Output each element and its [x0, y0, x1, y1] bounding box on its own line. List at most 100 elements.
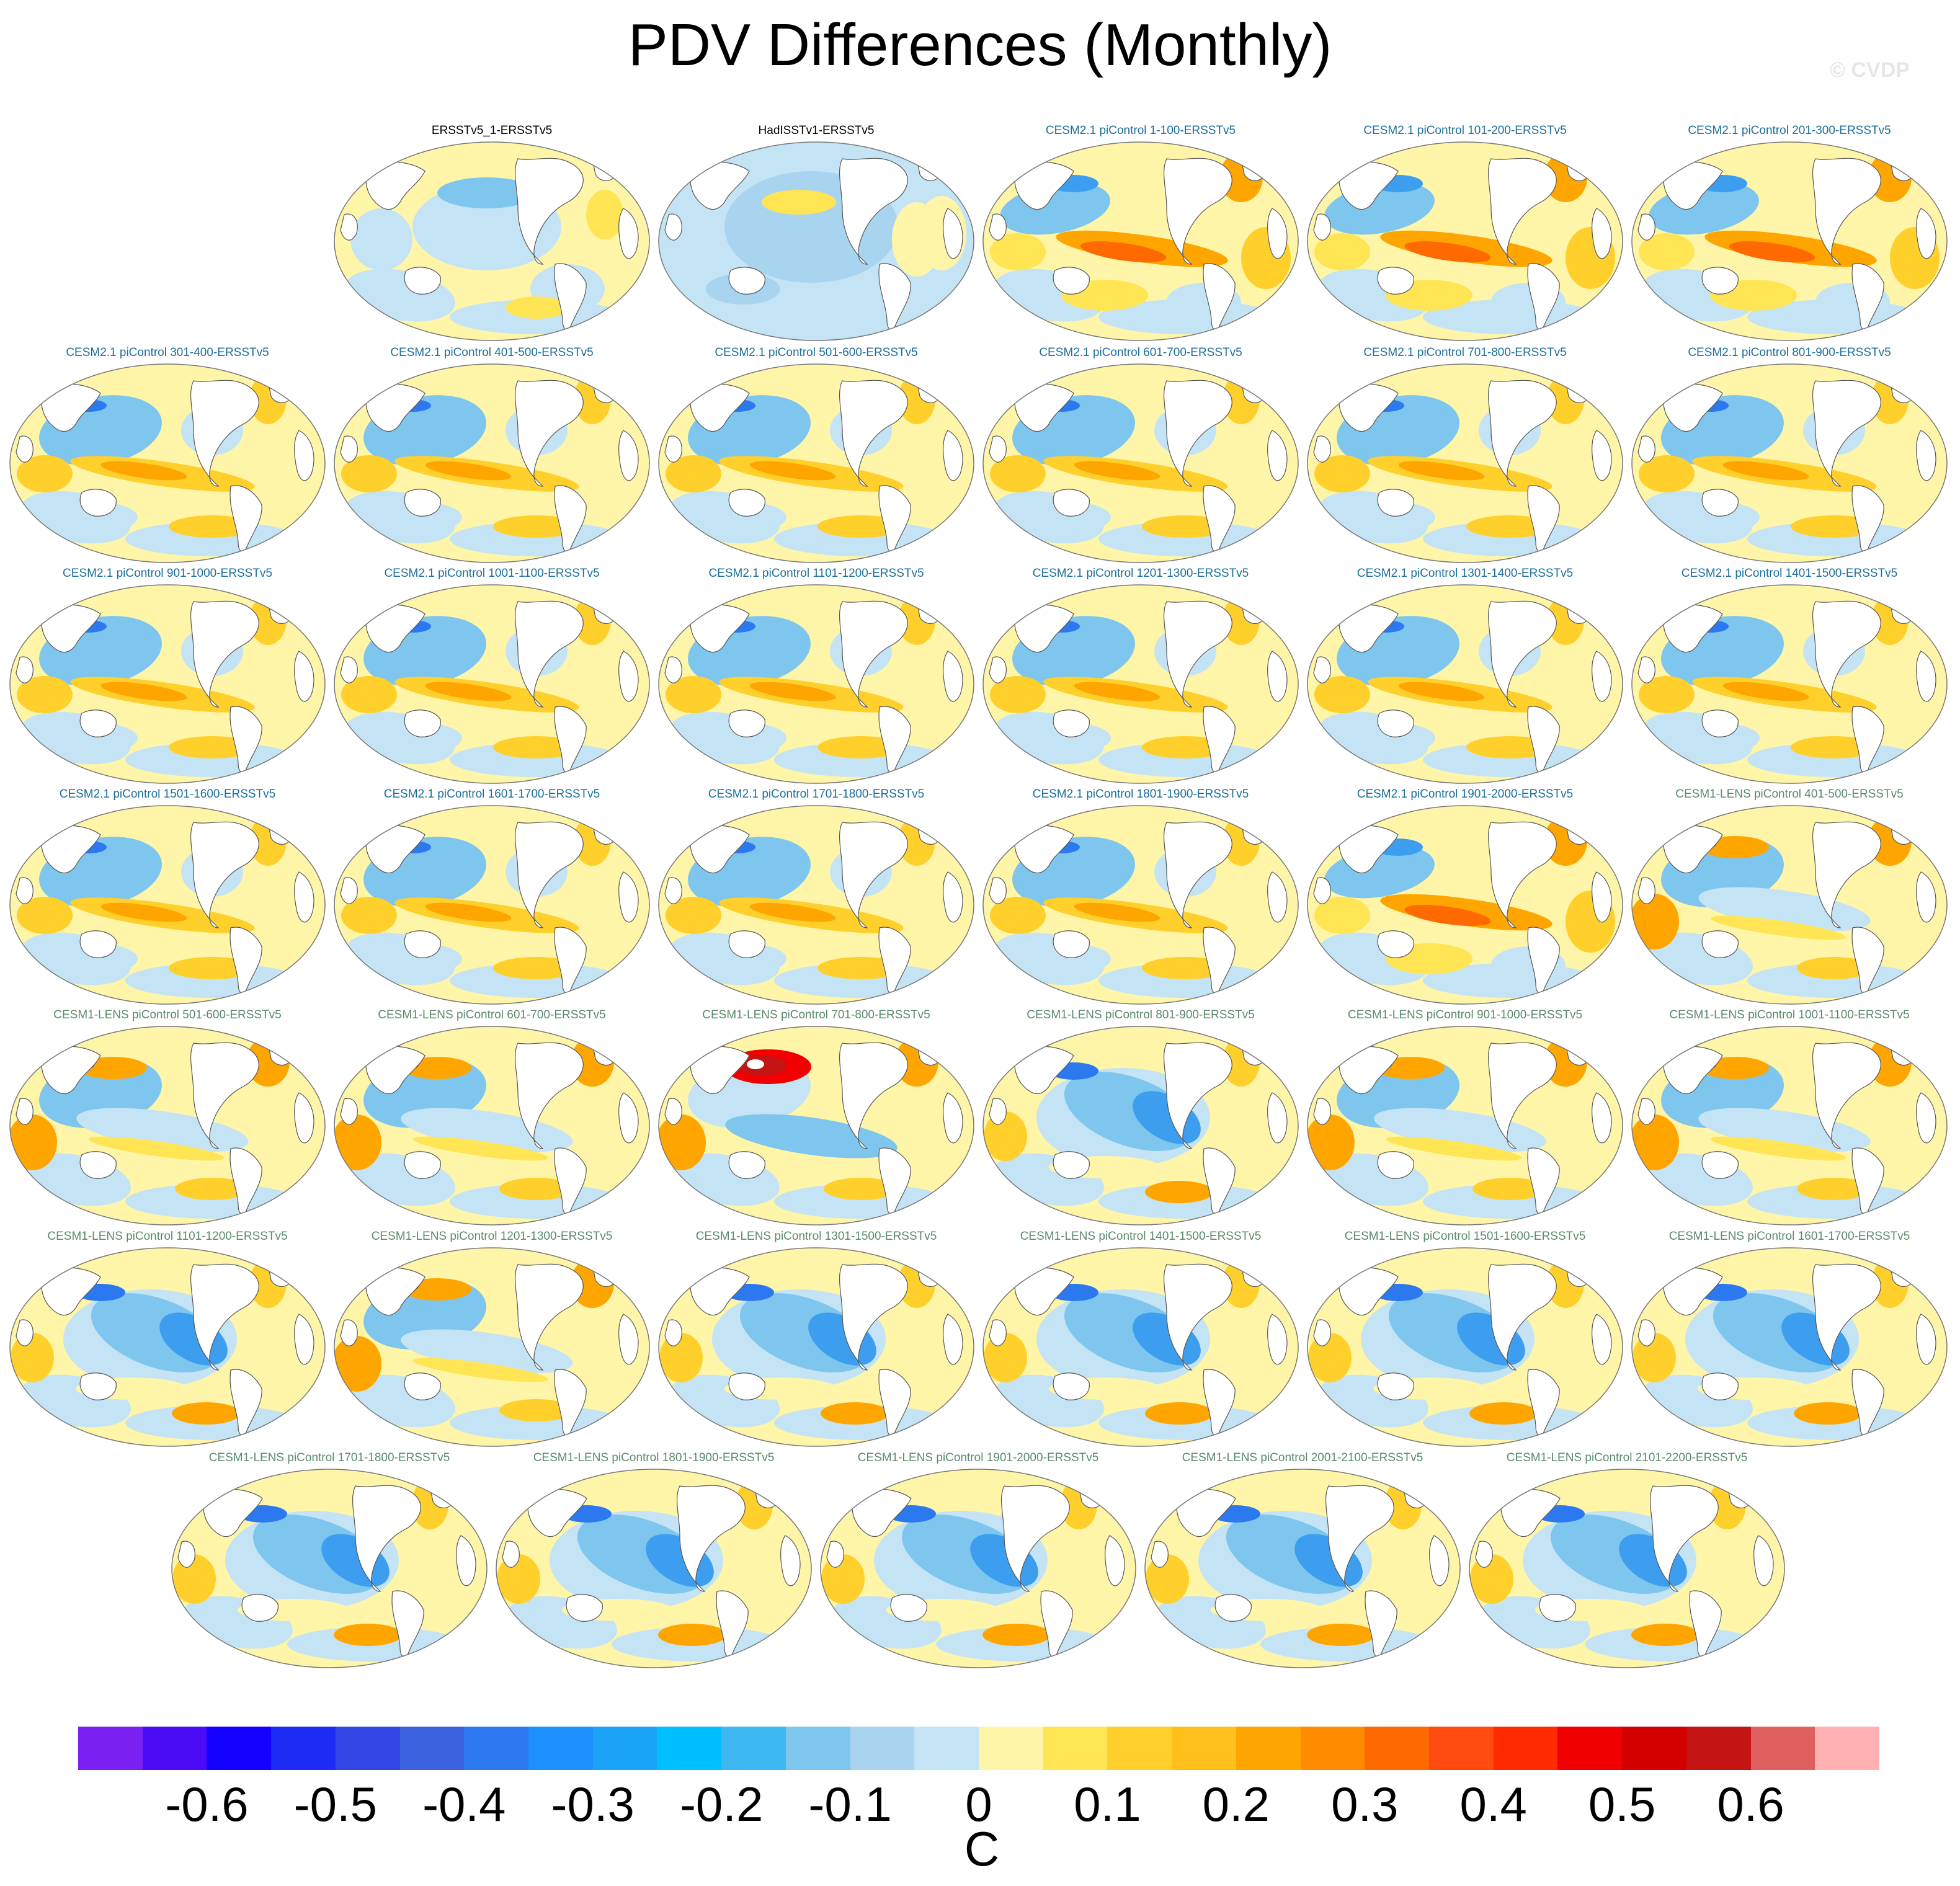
map-panel-title: CESM1-LENS piControl 1701-1800-ERSSTv5	[208, 1451, 450, 1464]
map-panel: CESM2.1 piControl 401-500-ERSSTv5	[332, 346, 652, 564]
map-panel-title: CESM2.1 piControl 1201-1300-ERSSTv5	[1032, 567, 1249, 580]
map-panel: CESM1-LENS piControl 2101-2200-ERSSTv5	[1467, 1451, 1787, 1670]
map-panel: CESM1-LENS piControl 2001-2100-ERSSTv5	[1143, 1451, 1463, 1670]
colorbar-tick-label: -0.2	[679, 1777, 764, 1831]
map-panel-svg	[1307, 363, 1623, 563]
colorbar-tick-label: 0.3	[1331, 1777, 1399, 1831]
map-panel-title: HadISSTv1-ERSSTv5	[758, 124, 875, 137]
map-panel: CESM1-LENS piControl 1601-1700-ERSSTv5	[1629, 1230, 1949, 1448]
map-panel-svg	[1631, 141, 1948, 341]
colorbar-swatch	[1622, 1727, 1687, 1770]
colorbar-tick-label: -0.6	[165, 1777, 249, 1831]
colorbar-swatch	[979, 1727, 1044, 1770]
colorbar-swatch	[1172, 1727, 1237, 1770]
colorbar-swatch	[1107, 1727, 1172, 1770]
map-panel: CESM1-LENS piControl 1101-1200-ERSSTv5	[7, 1230, 327, 1448]
map-panel-svg	[334, 1247, 650, 1447]
colorbar-tick-label: 0.5	[1588, 1777, 1656, 1831]
map-panel: HadISSTv1-ERSSTv5	[656, 124, 976, 342]
map-panel-svg	[658, 363, 974, 563]
colorbar-swatch	[528, 1727, 594, 1770]
map-panel-svg	[1631, 805, 1948, 1005]
colorbar-tick-label: -0.4	[422, 1777, 506, 1831]
colorbar-swatch	[399, 1727, 465, 1770]
colorbar-swatch	[1750, 1727, 1815, 1770]
map-panel-title: CESM1-LENS piControl 501-600-ERSSTv5	[53, 1008, 282, 1021]
map-panel-title: CESM2.1 piControl 1601-1700-ERSSTv5	[383, 788, 600, 801]
map-panel: CESM2.1 piControl 601-700-ERSSTv5	[981, 346, 1301, 564]
map-panel-title: CESM1-LENS piControl 601-700-ERSSTv5	[378, 1008, 606, 1021]
map-panel-title: CESM2.1 piControl 401-500-ERSSTv5	[390, 346, 594, 359]
colorbar-swatch	[1043, 1727, 1108, 1770]
map-panel-svg	[820, 1469, 1136, 1668]
map-panel-svg	[1631, 584, 1948, 784]
map-panel: CESM1-LENS piControl 501-600-ERSSTv5	[7, 1008, 327, 1227]
map-panel-title: CESM1-LENS piControl 1401-1500-ERSSTv5	[1020, 1230, 1262, 1243]
map-panel-svg	[1631, 1026, 1948, 1225]
map-panel: CESM1-LENS piControl 901-1000-ERSSTv5	[1305, 1008, 1625, 1227]
map-panel-svg	[982, 805, 1299, 1005]
map-panel-title: CESM1-LENS piControl 2001-2100-ERSSTv5	[1182, 1451, 1423, 1464]
map-panel-svg	[658, 584, 974, 784]
map-panel: CESM2.1 piControl 901-1000-ERSSTv5	[7, 567, 327, 785]
map-panel-title: CESM2.1 piControl 301-400-ERSSTv5	[66, 346, 269, 359]
map-panel-title: CESM2.1 piControl 1701-1800-ERSSTv5	[708, 788, 925, 801]
map-panel: CESM2.1 piControl 201-300-ERSSTv5	[1629, 124, 1949, 342]
colorbar-swatch	[721, 1727, 786, 1770]
map-panel-svg	[1631, 1247, 1948, 1447]
map-panel: CESM2.1 piControl 1501-1600-ERSSTv5	[7, 788, 327, 1006]
map-panel-svg	[1631, 363, 1948, 563]
map-panel-title: CESM2.1 piControl 1801-1900-ERSSTv5	[1032, 788, 1249, 801]
map-panel: CESM2.1 piControl 701-800-ERSSTv5	[1305, 346, 1625, 564]
map-panel: CESM1-LENS piControl 1901-2000-ERSSTv5	[818, 1451, 1138, 1670]
colorbar-tick-label: -0.1	[808, 1777, 892, 1831]
map-panel: CESM2.1 piControl 801-900-ERSSTv5	[1629, 346, 1949, 564]
map-panel: CESM2.1 piControl 1701-1800-ERSSTv5	[656, 788, 976, 1006]
map-panel-title: CESM1-LENS piControl 801-900-ERSSTv5	[1027, 1008, 1255, 1021]
map-panel-svg	[982, 1026, 1299, 1225]
colorbar-swatch	[142, 1727, 207, 1770]
map-panel-svg	[982, 141, 1299, 341]
map-panel-title: CESM2.1 piControl 901-1000-ERSSTv5	[63, 567, 272, 580]
map-panel-title: CESM2.1 piControl 1-100-ERSSTv5	[1045, 124, 1236, 137]
map-panel: CESM2.1 piControl 1-100-ERSSTv5	[981, 124, 1301, 342]
map-panel-title: CESM2.1 piControl 501-600-ERSSTv5	[715, 346, 918, 359]
map-panel-title: CESM1-LENS piControl 701-800-ERSSTv5	[702, 1008, 930, 1021]
map-panel-title: CESM2.1 piControl 1901-2000-ERSSTv5	[1356, 788, 1574, 801]
colorbar-tick-label: 0.4	[1459, 1777, 1527, 1831]
map-panel: CESM1-LENS piControl 1801-1900-ERSSTv5	[494, 1451, 814, 1670]
map-panel-svg	[334, 584, 650, 784]
colorbar-swatch	[914, 1727, 979, 1770]
map-panel-svg	[334, 1026, 650, 1225]
colorbar-tick-label: 0.2	[1202, 1777, 1270, 1831]
map-panel: CESM2.1 piControl 1101-1200-ERSSTv5	[656, 567, 976, 785]
map-panel: CESM1-LENS piControl 801-900-ERSSTv5	[981, 1008, 1301, 1227]
map-panel-svg	[9, 1026, 326, 1225]
colorbar-tick-label: 0.1	[1074, 1777, 1141, 1831]
map-panel: CESM2.1 piControl 1801-1900-ERSSTv5	[981, 788, 1301, 1006]
map-panel-title: CESM1-LENS piControl 1801-1900-ERSSTv5	[533, 1451, 775, 1464]
map-panel-title: CESM1-LENS piControl 1601-1700-ERSSTv5	[1668, 1230, 1910, 1243]
map-panel-title: CESM2.1 piControl 1501-1600-ERSSTv5	[59, 788, 276, 801]
map-panel-svg	[658, 805, 974, 1005]
colorbar-swatch	[1557, 1727, 1623, 1770]
colorbar-swatch	[1493, 1727, 1558, 1770]
map-panel: CESM1-LENS piControl 1001-1100-ERSSTv5	[1629, 1008, 1949, 1227]
map-panel-svg	[658, 1026, 974, 1225]
map-panel-title: CESM2.1 piControl 1401-1500-ERSSTv5	[1681, 567, 1898, 580]
map-panel-title: CESM2.1 piControl 101-200-ERSSTv5	[1363, 124, 1567, 137]
colorbar-swatch	[1300, 1727, 1365, 1770]
map-panel-title: CESM1-LENS piControl 1001-1100-ERSSTv5	[1669, 1008, 1910, 1021]
map-panel: CESM1-LENS piControl 1501-1600-ERSSTv5	[1305, 1230, 1625, 1448]
map-panel-title: CESM1-LENS piControl 2101-2200-ERSSTv5	[1506, 1451, 1748, 1464]
map-panel-svg	[982, 363, 1299, 563]
map-panel-title: CESM1-LENS piControl 1101-1200-ERSSTv5	[47, 1230, 288, 1243]
map-panel: CESM2.1 piControl 1401-1500-ERSSTv5	[1629, 567, 1949, 785]
map-panel: CESM2.1 piControl 1301-1400-ERSSTv5	[1305, 567, 1625, 785]
map-panel: CESM2.1 piControl 101-200-ERSSTv5	[1305, 124, 1625, 342]
colorbar-swatch	[850, 1727, 915, 1770]
copyright-label: © CVDP	[1830, 58, 1910, 82]
map-panel-title: CESM2.1 piControl 201-300-ERSSTv5	[1688, 124, 1891, 137]
map-panel-svg	[1469, 1469, 1785, 1668]
colorbar-swatch	[78, 1727, 143, 1770]
